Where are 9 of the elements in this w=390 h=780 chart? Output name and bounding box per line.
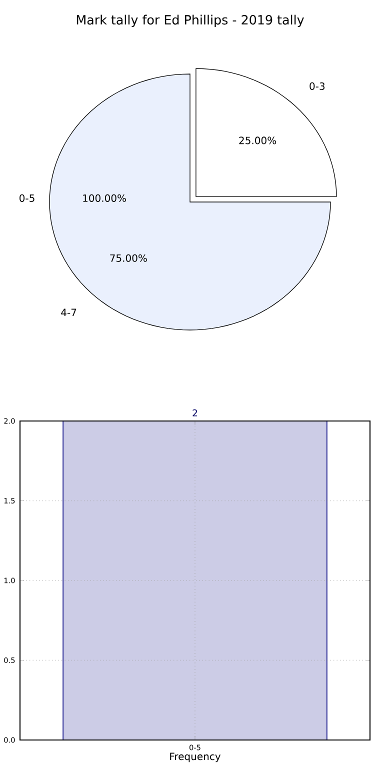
slice-label: 4-7 <box>61 308 76 316</box>
x-axis-title: Frequency <box>170 752 221 762</box>
data-label: 2 <box>192 409 198 416</box>
text: 100.00% <box>83 194 126 202</box>
text: 0-5 <box>20 194 34 202</box>
chart-title: Mark tally for Ed Phillips - 2019 tally <box>76 14 304 28</box>
slice-label: 0-3 <box>310 82 325 90</box>
data-label: 25.00% <box>239 136 276 144</box>
data-label: 75.00% <box>110 254 147 262</box>
